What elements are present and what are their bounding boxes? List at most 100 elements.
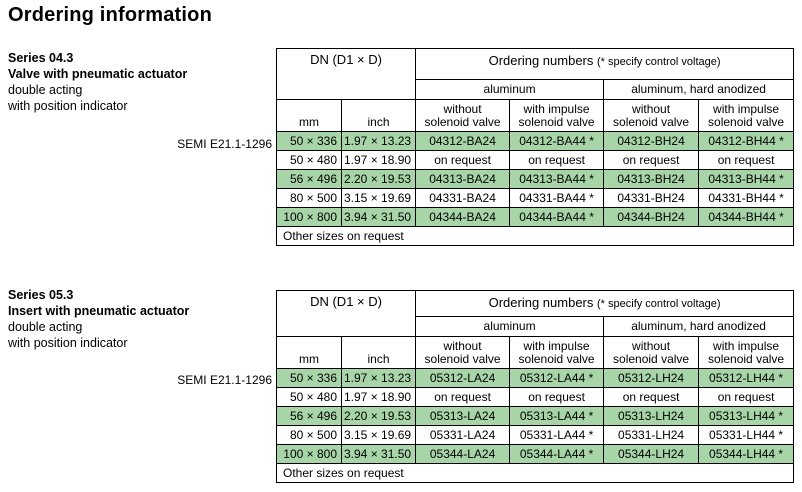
order-number-aluminum-with: 04312-BA44 * bbox=[509, 131, 605, 151]
col-label-line: with impulse bbox=[713, 338, 780, 353]
col-label-line: solenoid valve bbox=[708, 114, 785, 129]
table-row: 100 × 800 3.94 × 31.50 04344-BA24 04344-BA4… bbox=[276, 207, 795, 227]
size-inch: 1.97 × 13.23 bbox=[340, 368, 417, 388]
col-with: with impulse solenoid valve bbox=[509, 99, 605, 132]
size-mm: 50 × 336 bbox=[276, 368, 342, 388]
order-number-anodized-with: 04331-BH44 * bbox=[698, 188, 795, 208]
order-number-anodized-with: 04344-BH44 * bbox=[698, 207, 795, 227]
table-row: 50 × 336 1.97 × 13.23 05312-LA24 05312-LA44… bbox=[276, 368, 795, 388]
col-without: without solenoid valve bbox=[415, 336, 511, 369]
order-number-aluminum-without: 04312-BA24 bbox=[415, 131, 511, 151]
order-number-anodized-without: on request bbox=[603, 150, 700, 170]
order-number-aluminum-without: 05344-LA24 bbox=[415, 444, 511, 464]
header-dn: DN (D1 × D) bbox=[275, 290, 417, 337]
order-number-aluminum-with: 04313-BA44 * bbox=[509, 169, 605, 189]
order-number-anodized-without: 05344-LH24 bbox=[603, 444, 700, 464]
table-row: 50 × 336 1.97 × 13.23 04312-BA24 04312-BA44… bbox=[276, 131, 795, 151]
table-row: 100 × 800 3.94 × 31.50 05344-LA24 05344-LA4… bbox=[276, 444, 795, 464]
header-ordering-note: (* specify control voltage) bbox=[597, 56, 721, 68]
col-label-line: without bbox=[443, 101, 482, 116]
header-aluminum: aluminum bbox=[415, 79, 605, 100]
series-description: Insert with pneumatic actuator bbox=[8, 304, 190, 318]
series-feature: with position indicator bbox=[8, 99, 128, 113]
order-number-aluminum-without: 05331-LA24 bbox=[415, 425, 511, 445]
series-feature: double acting bbox=[8, 83, 83, 97]
col-label-line: without bbox=[632, 101, 671, 116]
col-label-line: solenoid valve bbox=[613, 351, 690, 366]
header-ordering-text: Ordering numbers bbox=[488, 295, 594, 310]
table-row: 80 × 500 3.15 × 19.69 04331-BA24 04331-BA44… bbox=[276, 188, 795, 208]
header-ordering-text: Ordering numbers bbox=[488, 53, 594, 68]
header-dn: DN (D1 × D) bbox=[275, 48, 417, 100]
col-without: without solenoid valve bbox=[603, 99, 700, 132]
header-anodized: aluminum, hard anodized bbox=[603, 316, 795, 337]
order-number-anodized-without: 05312-LH24 bbox=[603, 368, 700, 388]
order-number-anodized-without: 05313-LH24 bbox=[603, 406, 700, 426]
size-inch: 1.97 × 18.90 bbox=[340, 150, 417, 170]
series-label-05-3: Series 05.3 Insert with pneumatic actuat… bbox=[8, 287, 189, 351]
size-inch: 3.94 × 31.50 bbox=[340, 207, 417, 227]
order-number-aluminum-without: 05312-LA24 bbox=[415, 368, 511, 388]
order-number-anodized-with: 05312-LH44 * bbox=[698, 368, 795, 388]
order-number-aluminum-with: on request bbox=[509, 150, 605, 170]
order-number-aluminum-with: 04344-BA44 * bbox=[509, 207, 605, 227]
unit-inch: inch bbox=[340, 336, 417, 369]
col-without: without solenoid valve bbox=[603, 336, 700, 369]
table-row: 56 × 496 2.20 × 19.53 05313-LA24 05313-LA44… bbox=[276, 406, 795, 426]
col-label-line: solenoid valve bbox=[424, 351, 501, 366]
series-number: Series 05.3 bbox=[8, 288, 74, 302]
order-number-anodized-with: 05331-LH44 * bbox=[698, 425, 795, 445]
col-label-line: with impulse bbox=[713, 101, 780, 116]
order-number-aluminum-without: on request bbox=[415, 387, 511, 407]
size-mm: 100 × 800 bbox=[276, 444, 342, 464]
order-number-aluminum-without: 04344-BA24 bbox=[415, 207, 511, 227]
order-number-anodized-without: 05331-LH24 bbox=[603, 425, 700, 445]
col-with: with impulse solenoid valve bbox=[509, 336, 605, 369]
col-with: with impulse solenoid valve bbox=[698, 336, 795, 369]
size-inch: 1.97 × 18.90 bbox=[340, 387, 417, 407]
size-mm: 80 × 500 bbox=[276, 425, 342, 445]
unit-mm: mm bbox=[276, 336, 342, 369]
order-number-anodized-with: 05313-LH44 * bbox=[698, 406, 795, 426]
col-label-line: solenoid valve bbox=[424, 114, 501, 129]
size-mm: 56 × 496 bbox=[276, 169, 342, 189]
size-inch: 3.15 × 19.69 bbox=[340, 425, 417, 445]
size-mm: 80 × 500 bbox=[276, 188, 342, 208]
col-label-line: solenoid valve bbox=[613, 114, 690, 129]
col-label-line: without bbox=[443, 338, 482, 353]
col-with: with impulse solenoid valve bbox=[698, 99, 795, 132]
semi-standard: SEMI E21.1-1296 bbox=[177, 137, 272, 151]
col-label-line: solenoid valve bbox=[518, 351, 595, 366]
order-number-anodized-with: on request bbox=[698, 387, 795, 407]
size-mm: 56 × 496 bbox=[276, 406, 342, 426]
series-feature: with position indicator bbox=[8, 336, 128, 350]
semi-standard: SEMI E21.1-1296 bbox=[177, 373, 272, 387]
header-aluminum: aluminum bbox=[415, 316, 605, 337]
order-number-anodized-with: 04312-BH44 * bbox=[698, 131, 795, 151]
table-row: 56 × 496 2.20 × 19.53 04313-BA24 04313-BA44… bbox=[276, 169, 795, 189]
col-label-line: with impulse bbox=[523, 338, 590, 353]
order-number-aluminum-with: 05331-LA44 * bbox=[509, 425, 605, 445]
footer-note: Other sizes on request bbox=[275, 463, 795, 483]
table-row: 80 × 500 3.15 × 19.69 05331-LA24 05331-LA44… bbox=[276, 425, 795, 445]
order-number-aluminum-with: 04331-BA44 * bbox=[509, 188, 605, 208]
col-label-line: with impulse bbox=[523, 101, 590, 116]
order-number-aluminum-without: 04313-BA24 bbox=[415, 169, 511, 189]
col-without: without solenoid valve bbox=[415, 99, 511, 132]
unit-mm: mm bbox=[276, 99, 342, 132]
size-inch: 3.94 × 31.50 bbox=[340, 444, 417, 464]
order-number-anodized-without: 04313-BH24 bbox=[603, 169, 700, 189]
header-ordering: Ordering numbers (* specify control volt… bbox=[415, 290, 795, 317]
order-number-anodized-without: 04312-BH24 bbox=[603, 131, 700, 151]
size-mm: 50 × 480 bbox=[276, 150, 342, 170]
footer-note: Other sizes on request bbox=[275, 226, 795, 246]
order-number-anodized-with: on request bbox=[698, 150, 795, 170]
size-mm: 50 × 480 bbox=[276, 387, 342, 407]
page-title: Ordering information bbox=[8, 4, 212, 26]
size-inch: 2.20 × 19.53 bbox=[340, 169, 417, 189]
header-ordering: Ordering numbers (* specify control volt… bbox=[415, 48, 795, 80]
col-label-line: without bbox=[632, 338, 671, 353]
ordering-table-05-3: DN (D1 × D) Ordering numbers (* specify … bbox=[275, 290, 795, 483]
table-row: 50 × 480 1.97 × 18.90 on request on request… bbox=[276, 150, 795, 170]
size-inch: 1.97 × 13.23 bbox=[340, 131, 417, 151]
